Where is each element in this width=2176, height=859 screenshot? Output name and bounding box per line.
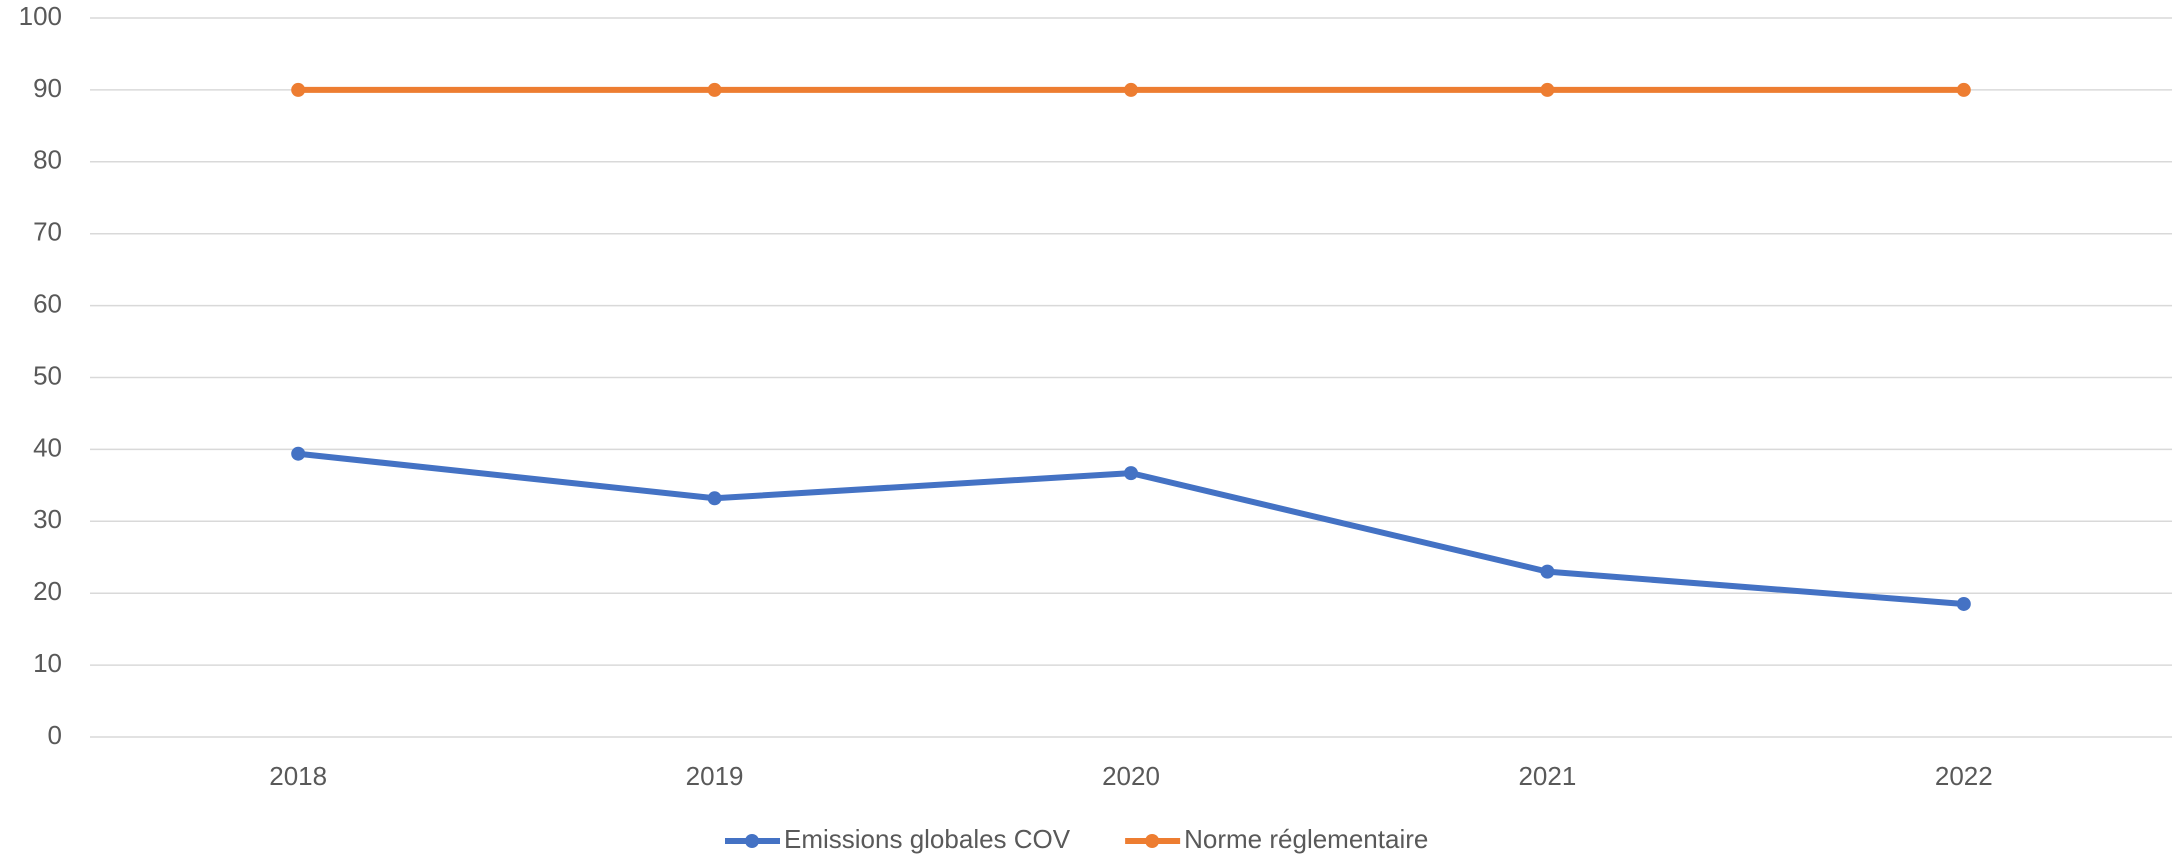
y-tick-label: 0 [48,720,62,750]
legend-label: Norme réglementaire [1184,824,1428,854]
x-tick-label: 2022 [1935,761,1993,791]
legend-marker [745,834,759,848]
x-tick-label: 2018 [269,761,327,791]
y-tick-label: 90 [33,73,62,103]
legend-marker [1145,834,1160,848]
point [291,82,306,97]
point [707,491,722,506]
point [1956,82,1971,97]
y-tick-label: 50 [33,360,62,390]
point [1956,596,1971,611]
y-tick-label: 10 [33,648,62,678]
x-tick-label: 2021 [1518,761,1576,791]
y-tick-label: 60 [33,288,62,318]
y-tick-label: 30 [33,504,62,534]
x-tick-label: 2020 [1102,761,1160,791]
point [1540,82,1555,97]
y-tick-label: 80 [33,145,62,175]
y-tick-label: 40 [33,432,62,462]
y-tick-label: 20 [33,576,62,606]
legend-label: Emissions globales COV [784,824,1071,854]
point [1540,564,1555,579]
y-tick-label: 70 [33,217,62,247]
point [707,82,722,97]
point [1124,82,1138,97]
x-tick-label: 2019 [686,761,744,791]
point [1124,466,1138,481]
y-tick-label: 100 [19,1,62,31]
point [291,446,306,461]
